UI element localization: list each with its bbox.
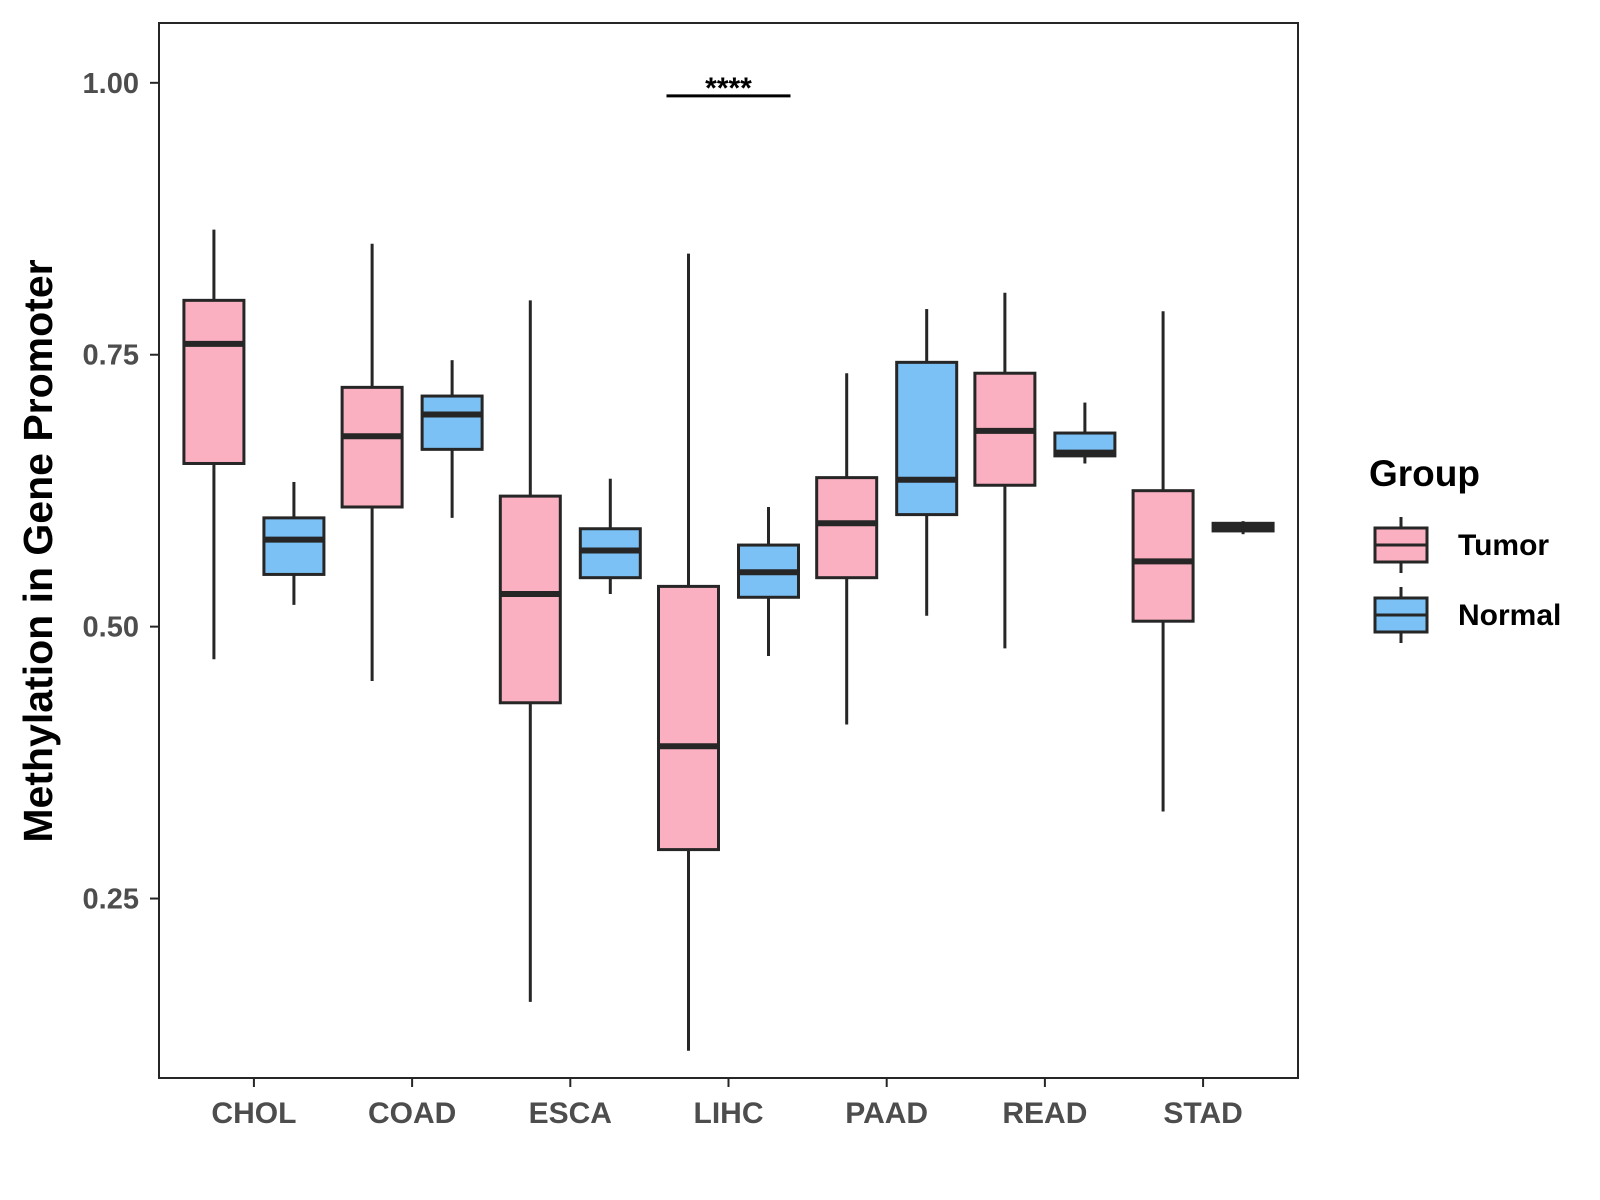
box-tumor-stad [1131, 311, 1195, 812]
box-body-tumor-coad [340, 385, 404, 509]
legend-title: Group [1369, 453, 1480, 494]
box-normal-paad [895, 309, 959, 616]
box-normal-stad [1211, 521, 1275, 535]
box-body-tumor-chol [182, 298, 246, 465]
legend-item-tumor: Tumor [1373, 517, 1549, 573]
box-normal-esca [578, 478, 642, 595]
box-tumor-chol [182, 229, 246, 660]
y-tick-label: 0.50 [83, 612, 139, 644]
annotation-layer: **** [666, 72, 791, 105]
legend-label-tumor: Tumor [1458, 529, 1549, 562]
legend: Group Tumor Normal [1369, 453, 1561, 643]
box-body-tumor-esca [498, 494, 562, 705]
box-body-normal-paad [895, 360, 959, 517]
significance-label: **** [705, 72, 752, 105]
x-tick-label-esca: ESCA [529, 1097, 612, 1130]
box-normal-lihc [737, 506, 800, 656]
box-body-tumor-paad [815, 476, 879, 580]
axes-layer: 0.25 0.50 0.75 1.00 CHOL COAD ESCA LIHC PAAD READ… [83, 68, 1243, 1130]
box-tumor-coad [340, 243, 404, 682]
x-tick-label-coad: COAD [368, 1097, 456, 1130]
box-body-tumor-lihc [657, 584, 720, 852]
x-tick-label-paad: PAAD [845, 1097, 928, 1130]
y-tick-label: 0.25 [83, 884, 139, 916]
boxes-layer [182, 229, 1275, 1051]
x-tick-label-lihc: LIHC [694, 1097, 764, 1130]
box-tumor-read [973, 292, 1037, 649]
box-tumor-esca [498, 300, 562, 1002]
box-tumor-lihc [657, 253, 720, 1051]
box-body-normal-chol [262, 516, 326, 576]
x-tick-label-chol: CHOL [211, 1097, 296, 1130]
box-normal-read [1053, 402, 1117, 464]
legend-label-normal: Normal [1458, 599, 1561, 632]
box-normal-chol [262, 481, 326, 605]
y-tick-label: 0.75 [83, 340, 139, 372]
box-normal-coad [420, 360, 484, 518]
y-tick-label: 1.00 [83, 68, 139, 100]
y-axis-title: Methylation in Gene Promoter [15, 259, 61, 842]
x-tick-label-read: READ [1002, 1097, 1087, 1130]
box-tumor-paad [815, 373, 879, 725]
legend-item-normal: Normal [1373, 587, 1561, 643]
x-tick-label-stad: STAD [1163, 1097, 1242, 1130]
box-body-normal-coad [420, 394, 484, 451]
box-body-tumor-stad [1131, 489, 1195, 623]
